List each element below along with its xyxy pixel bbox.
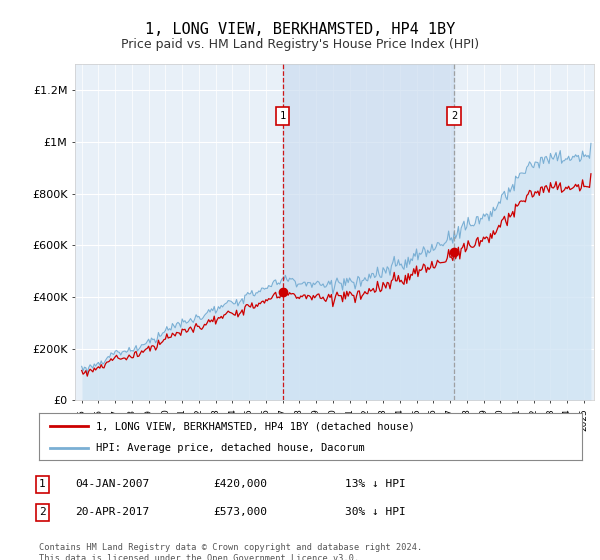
Text: 2: 2 — [39, 507, 46, 517]
Text: 20-APR-2017: 20-APR-2017 — [75, 507, 149, 517]
Text: Price paid vs. HM Land Registry's House Price Index (HPI): Price paid vs. HM Land Registry's House … — [121, 38, 479, 50]
Text: 30% ↓ HPI: 30% ↓ HPI — [345, 507, 406, 517]
Text: 1, LONG VIEW, BERKHAMSTED, HP4 1BY: 1, LONG VIEW, BERKHAMSTED, HP4 1BY — [145, 22, 455, 38]
Text: 1, LONG VIEW, BERKHAMSTED, HP4 1BY (detached house): 1, LONG VIEW, BERKHAMSTED, HP4 1BY (deta… — [96, 421, 415, 431]
Text: 1: 1 — [280, 111, 286, 121]
Text: 13% ↓ HPI: 13% ↓ HPI — [345, 479, 406, 489]
Text: HPI: Average price, detached house, Dacorum: HPI: Average price, detached house, Daco… — [96, 444, 365, 454]
Text: 1: 1 — [39, 479, 46, 489]
Text: 2: 2 — [451, 111, 457, 121]
Text: Contains HM Land Registry data © Crown copyright and database right 2024.
This d: Contains HM Land Registry data © Crown c… — [39, 543, 422, 560]
Bar — [283, 64, 454, 400]
Text: £420,000: £420,000 — [213, 479, 267, 489]
Text: £573,000: £573,000 — [213, 507, 267, 517]
Text: 04-JAN-2007: 04-JAN-2007 — [75, 479, 149, 489]
